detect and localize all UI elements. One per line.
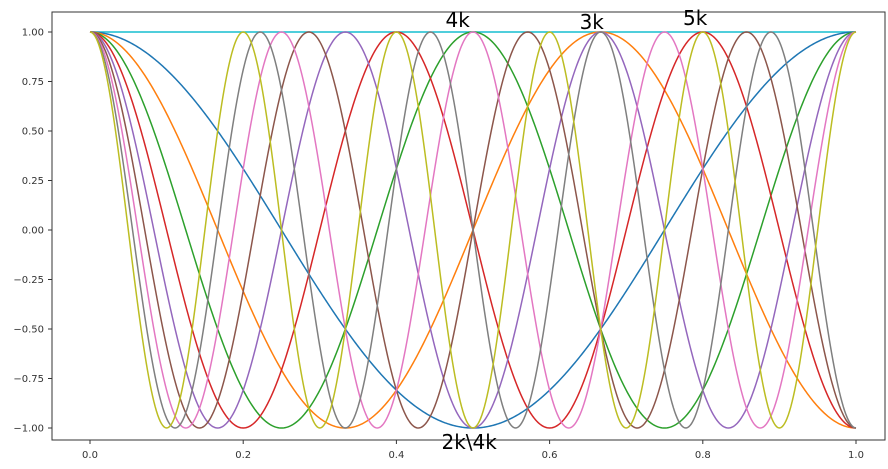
plot-frame: [51, 11, 886, 441]
y-tick-label: −1.00: [13, 424, 44, 435]
series-layer: [89, 31, 857, 429]
annotation-label: 5k: [683, 6, 708, 30]
y-tick-label: 0.75: [22, 77, 44, 88]
y-tick-label: 0.00: [22, 226, 44, 237]
plot-area-border: [51, 11, 886, 441]
annotation-label: 3k: [580, 10, 605, 34]
y-tick-label: 0.25: [22, 176, 44, 187]
annotation-label: 2k\4k: [441, 430, 497, 454]
x-tick-label: 1.0: [848, 450, 864, 461]
annotation-label: 4k: [446, 8, 471, 32]
series-line-k-5: [89, 31, 857, 429]
x-tick-label: 0.2: [235, 450, 251, 461]
annotation-layer: 4k 3k 5k 2k\4k: [441, 6, 707, 454]
y-tick-label: 1.00: [22, 28, 44, 39]
y-tick-label: 0.50: [22, 127, 44, 138]
x-tick-label: 0.0: [82, 450, 98, 461]
x-tick-label: 0.4: [388, 450, 404, 461]
series-line-k-4: [89, 31, 857, 429]
y-tick-label: −0.25: [13, 275, 44, 286]
series-line-k-4_5: [89, 31, 857, 429]
x-tick-label: 0.8: [695, 450, 711, 461]
x-tick-label: 0.6: [542, 450, 558, 461]
y-tick-label: −0.75: [13, 374, 44, 385]
y-axis: 1.00 0.75 0.50 0.25 0.00 −0.25 −0.50 −0.75 −1.00: [13, 28, 52, 435]
y-tick-label: −0.50: [13, 325, 44, 336]
x-axis: 0.0 0.2 0.4 0.6 0.8 1.0: [82, 440, 864, 461]
